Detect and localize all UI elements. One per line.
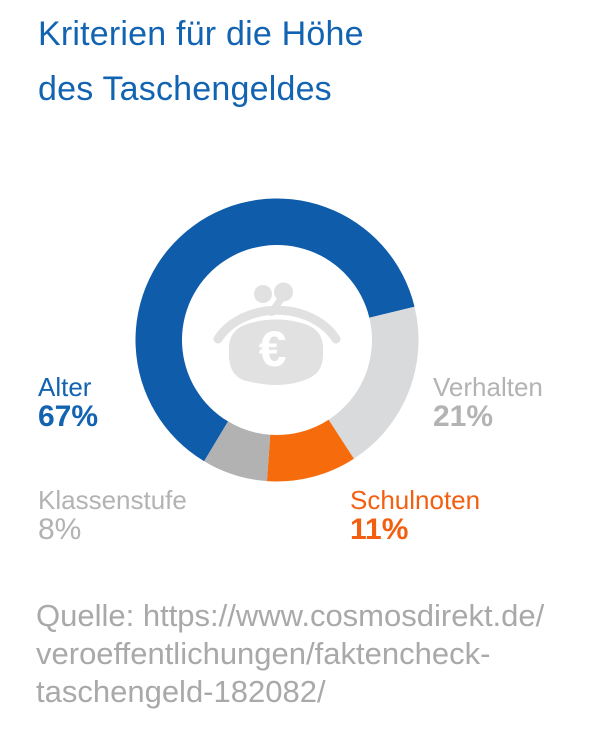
source-attribution: Quelle: https://www.cosmosdirekt.de/ ver… bbox=[36, 597, 544, 711]
label-verhalten: Verhalten 21% bbox=[433, 374, 543, 434]
purse-body bbox=[229, 319, 323, 385]
page-title: Kriterien für die Höhe des Taschengeldes bbox=[38, 7, 364, 117]
donut-segment-schulnoten bbox=[266, 419, 354, 482]
page-title-line-2: des Taschengeldes bbox=[38, 70, 332, 108]
label-klassenstufe-name: Klassenstufe bbox=[38, 485, 187, 515]
label-alter-name: Alter bbox=[38, 372, 92, 402]
source-line-1: Quelle: https://www.cosmosdirekt.de/ bbox=[36, 598, 545, 633]
purse-clasp-stem bbox=[268, 295, 285, 316]
label-klassenstufe: Klassenstufe 8% bbox=[38, 487, 187, 547]
donut-chart: € bbox=[135, 198, 419, 482]
euro-symbol-icon: € bbox=[259, 321, 287, 377]
donut-segment-klassenstufe bbox=[204, 421, 271, 482]
label-schulnoten-name: Schulnoten bbox=[350, 485, 481, 515]
label-klassenstufe-value: 8% bbox=[38, 513, 82, 546]
purse-icon: € bbox=[213, 282, 341, 385]
label-verhalten-name: Verhalten bbox=[433, 372, 543, 402]
donut-segment-verhalten bbox=[328, 306, 419, 459]
donut-segment-alter bbox=[135, 198, 415, 462]
page-title-line-1: Kriterien für die Höhe bbox=[38, 15, 364, 53]
donut-segments bbox=[135, 198, 419, 482]
label-schulnoten: Schulnoten 11% bbox=[350, 487, 480, 547]
label-schulnoten-value: 11% bbox=[350, 513, 409, 546]
source-line-3: taschengeld-182082/ bbox=[36, 674, 326, 709]
purse-clasp-left-knob-icon bbox=[254, 285, 272, 303]
label-alter-value: 67% bbox=[38, 400, 99, 433]
label-alter: Alter 67% bbox=[38, 374, 98, 434]
source-line-2: veroeffentlichungen/faktencheck- bbox=[36, 636, 491, 671]
label-verhalten-value: 21% bbox=[433, 400, 494, 433]
